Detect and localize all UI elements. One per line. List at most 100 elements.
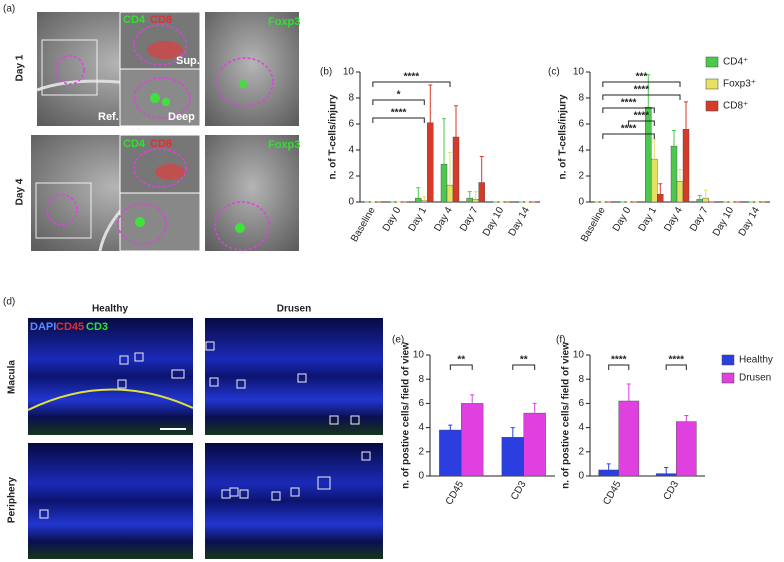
error-bar (697, 195, 702, 200)
marker-label: CD4 (123, 14, 146, 26)
panel-label: (e) (392, 335, 404, 346)
error-bar (703, 189, 708, 199)
stain-label: DAPI (30, 321, 56, 333)
error-bar (448, 424, 453, 431)
legend-swatch (705, 100, 719, 112)
x-tick-label: CD3 (662, 479, 682, 502)
significance-label: *** (636, 72, 648, 83)
cell-signal (162, 98, 170, 106)
image-label: Sup. (176, 55, 200, 67)
error-bar (510, 427, 515, 438)
error-bar (479, 156, 484, 183)
error-bar (672, 130, 676, 147)
bar (523, 412, 546, 477)
y-tick-label: 10 (573, 350, 585, 361)
bar (501, 437, 524, 477)
y-tick-label: 2 (348, 171, 354, 182)
significance-label: **** (391, 108, 407, 119)
marker-label: Foxp3 (268, 139, 300, 151)
significance-bracket (512, 364, 536, 370)
y-tick-label: 6 (348, 119, 354, 130)
cell-boxes (39, 341, 371, 519)
panel-d: (d) Healthy Drusen Macula Periphery DAPI… (3, 297, 383, 559)
inset-box (35, 182, 92, 239)
image (205, 318, 383, 435)
image (205, 12, 299, 126)
significance-bracket (608, 364, 630, 370)
image (205, 443, 383, 559)
significance-label: **** (634, 85, 650, 96)
bar (696, 199, 703, 203)
significance-bracket (602, 81, 681, 87)
y-tick-label: 10 (413, 350, 425, 361)
y-tick-label: 0 (578, 197, 584, 208)
x-tick-label: Day 14 (737, 205, 763, 238)
error-bar (454, 105, 458, 137)
significance-bracket (372, 99, 425, 105)
bar (670, 145, 678, 203)
y-axis-label: n. of T-cells/injury (558, 94, 569, 179)
y-tick-label: 8 (418, 374, 424, 385)
y-axis-label: n. of postive cells/ field of view (401, 342, 412, 489)
panel-label: (c) (548, 67, 560, 78)
y-tick-label: 6 (418, 398, 424, 409)
significance-bracket (372, 117, 425, 123)
y-tick-label: 8 (348, 93, 354, 104)
error-bar (652, 139, 657, 160)
error-bar (658, 183, 663, 195)
y-tick-label: 0 (578, 471, 584, 482)
stain-label: CD3 (86, 321, 108, 333)
x-tick-label: CD45 (601, 479, 624, 507)
error-bar (664, 467, 669, 474)
y-tick-label: 4 (578, 422, 584, 433)
x-tick-label: Day 4 (662, 205, 685, 234)
x-tick-label: Day 0 (381, 205, 404, 234)
y-tick-label: 10 (343, 67, 355, 78)
legend-swatch (721, 372, 735, 384)
significance-label: **** (611, 355, 627, 366)
y-tick-label: 4 (418, 422, 424, 433)
image (28, 318, 193, 435)
y-tick-label: 6 (578, 119, 584, 130)
x-tick-label: Day 1 (637, 205, 660, 234)
injury-outline (216, 57, 274, 107)
layer (27, 388, 194, 411)
row-label: Periphery (7, 476, 18, 523)
y-axis-label: n. of postive cells/ field of view (561, 342, 572, 489)
error-bar (422, 196, 427, 201)
error-bar (448, 152, 452, 186)
significance-label: **** (621, 124, 637, 135)
y-tick-label: 10 (573, 67, 585, 78)
error-bar (532, 402, 537, 414)
error-bar (416, 187, 421, 199)
bar (472, 199, 479, 203)
panel-label: (b) (320, 67, 332, 78)
bar (461, 403, 484, 477)
significance-label: **** (404, 72, 420, 83)
image (205, 135, 299, 251)
x-tick-label: Day 0 (611, 205, 634, 234)
y-tick-label: 8 (578, 93, 584, 104)
x-tick-label: Day 4 (432, 205, 455, 234)
bar (415, 197, 422, 203)
row-label: Day 4 (15, 178, 26, 205)
injury-outline (46, 194, 78, 226)
panel-a: (a) Day 1 Day 4 CD4 CD8 Sup. Ref. Deep F… (3, 4, 300, 252)
image (28, 443, 193, 559)
bar (702, 197, 709, 203)
error-bar (646, 74, 651, 108)
significance-bracket (602, 94, 681, 100)
legend-label: CD8⁺ (723, 101, 748, 112)
significance-label: **** (668, 355, 684, 366)
bar (478, 182, 485, 203)
legend-swatch (721, 354, 735, 366)
error-bar (473, 191, 478, 200)
cell-signal (135, 217, 145, 227)
y-tick-label: 2 (578, 446, 584, 457)
bar (655, 473, 677, 477)
error-bar (470, 394, 475, 404)
error-bar (428, 84, 433, 123)
image-label: Deep (168, 111, 195, 123)
y-tick-label: 4 (348, 145, 354, 156)
legend-swatch (705, 78, 719, 90)
